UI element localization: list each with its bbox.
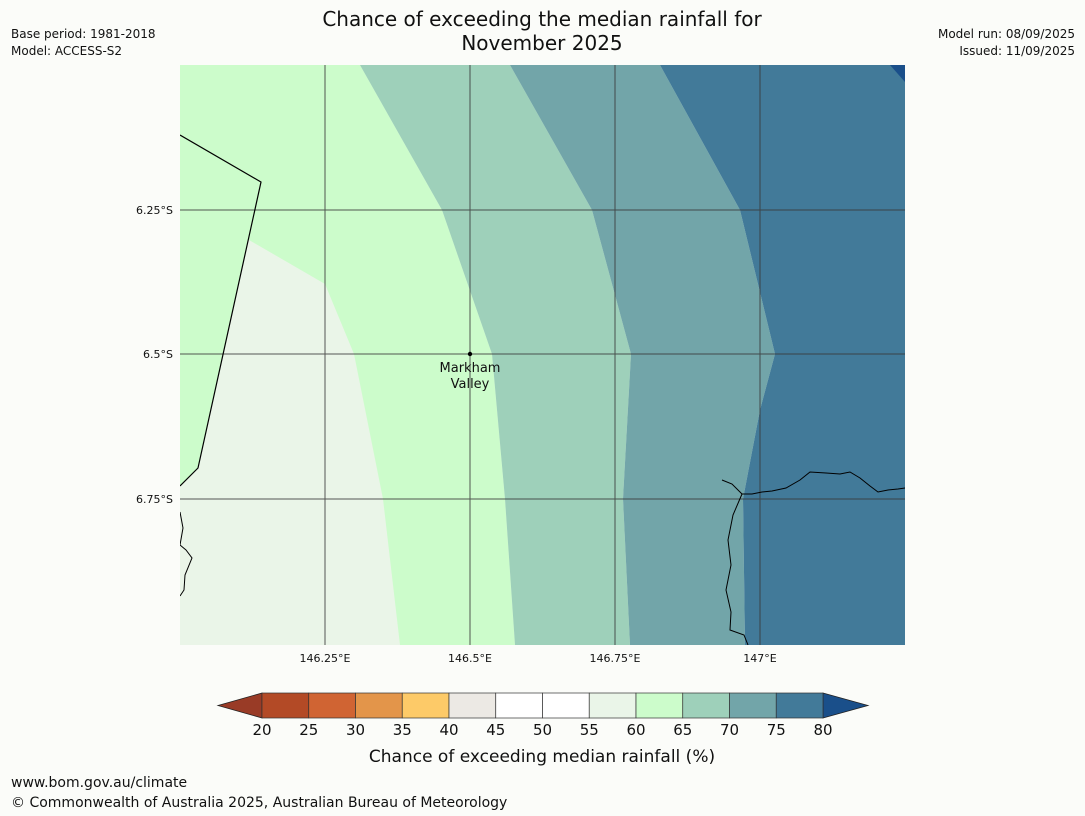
contour-60-65-west [180, 135, 261, 486]
lat-tick-labels: 6.25°S 6.5°S 6.75°S [136, 204, 173, 506]
footer-url: www.bom.gov.au/climate [11, 775, 188, 791]
colorbar-swatch [729, 692, 777, 719]
colorbar-tick-label: 80 [813, 721, 832, 739]
colorbar-tick-label: 75 [767, 721, 786, 739]
colorbar-swatch [682, 692, 730, 719]
colorbar-swatch [261, 692, 310, 719]
colorbar-over-arrow [822, 692, 870, 719]
colorbar-tick-label: 25 [299, 721, 318, 739]
rainfall-contours [180, 65, 905, 645]
colorbar-tick-label: 40 [439, 721, 458, 739]
colorbar-label: Chance of exceeding median rainfall (%) [369, 747, 715, 767]
issued-date: Issued: 11/09/2025 [959, 44, 1075, 58]
title-line-2: November 2025 [461, 31, 623, 55]
meta-left: Base period: 1981-2018 Model: ACCESS-S2 [11, 26, 156, 60]
colorbar-tick-label: 50 [533, 721, 552, 739]
colorbar-tick-label: 20 [252, 721, 271, 739]
colorbar-swatch [495, 692, 543, 719]
lon-tick-label: 147°E [743, 652, 776, 665]
place-label-line2: Valley [451, 377, 490, 392]
place-marker [467, 351, 473, 357]
colorbar-tick-label: 45 [486, 721, 505, 739]
colorbar-tick-label: 60 [626, 721, 645, 739]
colorbar-swatch [401, 692, 450, 719]
lat-tick-label: 6.5°S [143, 348, 173, 361]
map-title: Chance of exceeding the median rainfall … [242, 7, 842, 55]
colorbar-tick-label: 35 [393, 721, 412, 739]
lon-tick-label: 146.75°E [590, 652, 641, 665]
colorbar-tick-label: 30 [346, 721, 365, 739]
place-label-line1: Markham [440, 361, 501, 376]
colorbar-swatch [355, 692, 403, 719]
colorbar-tick-label: 55 [580, 721, 599, 739]
colorbar-swatch [542, 692, 590, 719]
coastline-river-mouth [725, 493, 749, 645]
lon-tick-label: 146.25°E [300, 652, 351, 665]
contour-over-80 [890, 65, 905, 82]
graticule [180, 65, 905, 645]
footer-copyright: © Commonwealth of Australia 2025, Austra… [11, 795, 508, 811]
colorbar-swatch [588, 692, 637, 719]
province-border [180, 134, 262, 487]
base-period: Base period: 1981-2018 [11, 27, 156, 41]
colorbar: 20 25 30 35 40 45 50 55 60 65 70 75 80 [216, 692, 870, 739]
lat-tick-label: 6.25°S [136, 204, 173, 217]
coastline-gulf [721, 471, 905, 495]
model-run: Model run: 08/09/2025 [937, 27, 1075, 41]
colorbar-tick-label: 70 [720, 721, 739, 739]
lon-tick-labels: 146.25°E 146.5°E 146.75°E 147°E [300, 652, 777, 665]
lon-tick-label: 146.5°E [448, 652, 492, 665]
model-name: Model: ACCESS-S2 [11, 44, 123, 58]
lat-tick-label: 6.75°S [136, 493, 173, 506]
colorbar-swatch [775, 692, 824, 719]
meta-right: Model run: 08/09/2025 Issued: 11/09/2025 [938, 26, 1075, 60]
colorbar-swatch [635, 692, 684, 719]
colorbar-tick-label: 65 [673, 721, 692, 739]
title-line-1: Chance of exceeding the median rainfall … [322, 7, 762, 31]
colorbar-swatch [448, 692, 497, 719]
colorbar-under-arrow [216, 692, 263, 719]
colorbar-swatch [308, 692, 356, 719]
coastline-west [180, 511, 193, 597]
